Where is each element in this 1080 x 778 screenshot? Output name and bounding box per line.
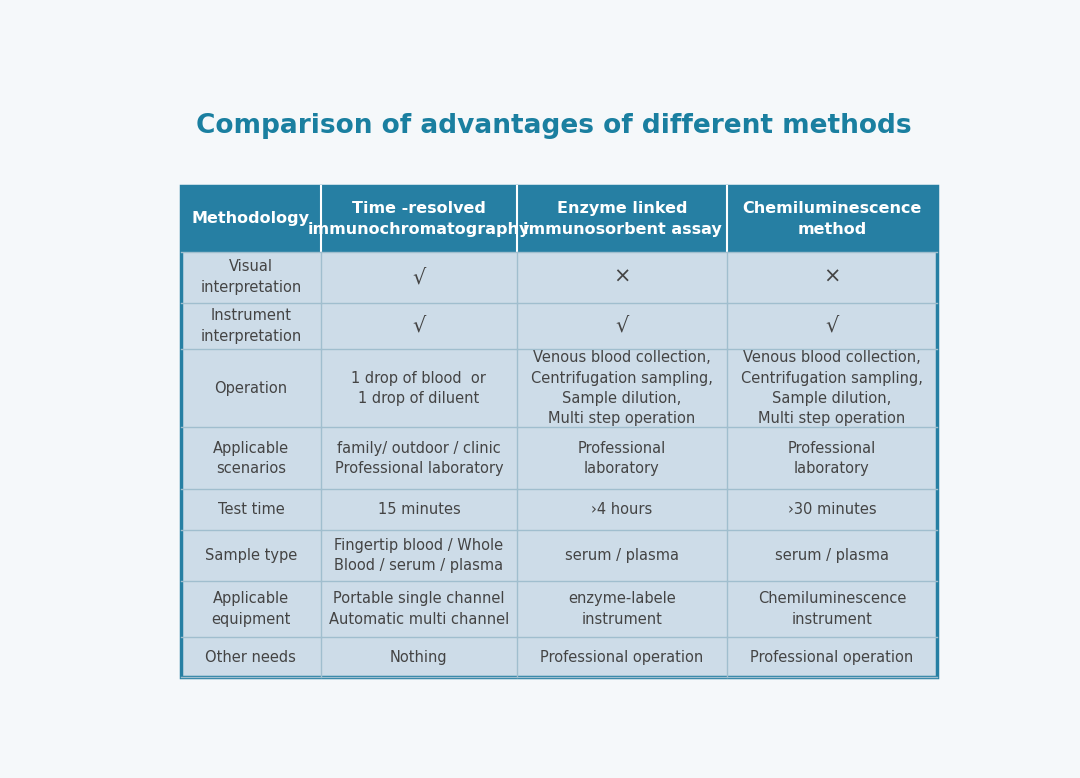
Text: Time -resolved
immunochromatography: Time -resolved immunochromatography bbox=[308, 201, 530, 237]
FancyBboxPatch shape bbox=[181, 530, 936, 581]
Text: Chemiluminescence
instrument: Chemiluminescence instrument bbox=[758, 591, 906, 626]
Text: Nothing: Nothing bbox=[390, 650, 448, 664]
Text: Methodology: Methodology bbox=[192, 212, 310, 226]
Text: √: √ bbox=[616, 316, 629, 336]
Text: Chemiluminescence
method: Chemiluminescence method bbox=[742, 201, 921, 237]
Text: Portable single channel
Automatic multi channel: Portable single channel Automatic multi … bbox=[328, 591, 509, 626]
Text: Comparison of advantages of different methods: Comparison of advantages of different me… bbox=[195, 114, 912, 139]
Text: ×: × bbox=[823, 267, 840, 287]
Text: Applicable
scenarios: Applicable scenarios bbox=[213, 440, 289, 476]
Text: Visual
interpretation: Visual interpretation bbox=[200, 259, 301, 295]
Text: Instrument
interpretation: Instrument interpretation bbox=[200, 308, 301, 344]
Text: Fingertip blood / Whole
Blood / serum / plasma: Fingertip blood / Whole Blood / serum / … bbox=[335, 538, 503, 573]
Text: enzyme-labele
instrument: enzyme-labele instrument bbox=[568, 591, 676, 626]
Text: Professional operation: Professional operation bbox=[540, 650, 703, 664]
Text: Venous blood collection,
Centrifugation sampling,
Sample dilution,
Multi step op: Venous blood collection, Centrifugation … bbox=[531, 350, 713, 426]
FancyBboxPatch shape bbox=[181, 637, 936, 678]
Text: Operation: Operation bbox=[214, 380, 287, 396]
FancyBboxPatch shape bbox=[181, 251, 936, 303]
Text: Applicable
equipment: Applicable equipment bbox=[212, 591, 291, 626]
Text: Venous blood collection,
Centrifugation sampling,
Sample dilution,
Multi step op: Venous blood collection, Centrifugation … bbox=[741, 350, 922, 426]
FancyBboxPatch shape bbox=[181, 186, 936, 251]
Text: √: √ bbox=[825, 316, 838, 336]
Text: Other needs: Other needs bbox=[205, 650, 296, 664]
Text: ×: × bbox=[613, 267, 631, 287]
Text: 15 minutes: 15 minutes bbox=[378, 502, 460, 517]
FancyBboxPatch shape bbox=[181, 427, 936, 489]
Text: Enzyme linked
immunosorbent assay: Enzyme linked immunosorbent assay bbox=[523, 201, 721, 237]
FancyBboxPatch shape bbox=[181, 303, 936, 349]
Text: serum / plasma: serum / plasma bbox=[565, 548, 679, 563]
Text: Sample type: Sample type bbox=[205, 548, 297, 563]
Text: ›4 hours: ›4 hours bbox=[592, 502, 652, 517]
Text: √: √ bbox=[413, 267, 426, 287]
Text: ›30 minutes: ›30 minutes bbox=[787, 502, 876, 517]
Text: Professional
laboratory: Professional laboratory bbox=[578, 440, 666, 476]
Text: Professional
laboratory: Professional laboratory bbox=[787, 440, 876, 476]
Text: √: √ bbox=[413, 316, 426, 336]
FancyBboxPatch shape bbox=[181, 349, 936, 427]
Text: family/ outdoor / clinic
Professional laboratory: family/ outdoor / clinic Professional la… bbox=[335, 440, 503, 476]
Text: 1 drop of blood  or
1 drop of diluent: 1 drop of blood or 1 drop of diluent bbox=[351, 370, 486, 406]
Text: Test time: Test time bbox=[217, 502, 284, 517]
FancyBboxPatch shape bbox=[181, 581, 936, 637]
FancyBboxPatch shape bbox=[181, 489, 936, 530]
Text: Professional operation: Professional operation bbox=[751, 650, 914, 664]
Text: serum / plasma: serum / plasma bbox=[774, 548, 889, 563]
